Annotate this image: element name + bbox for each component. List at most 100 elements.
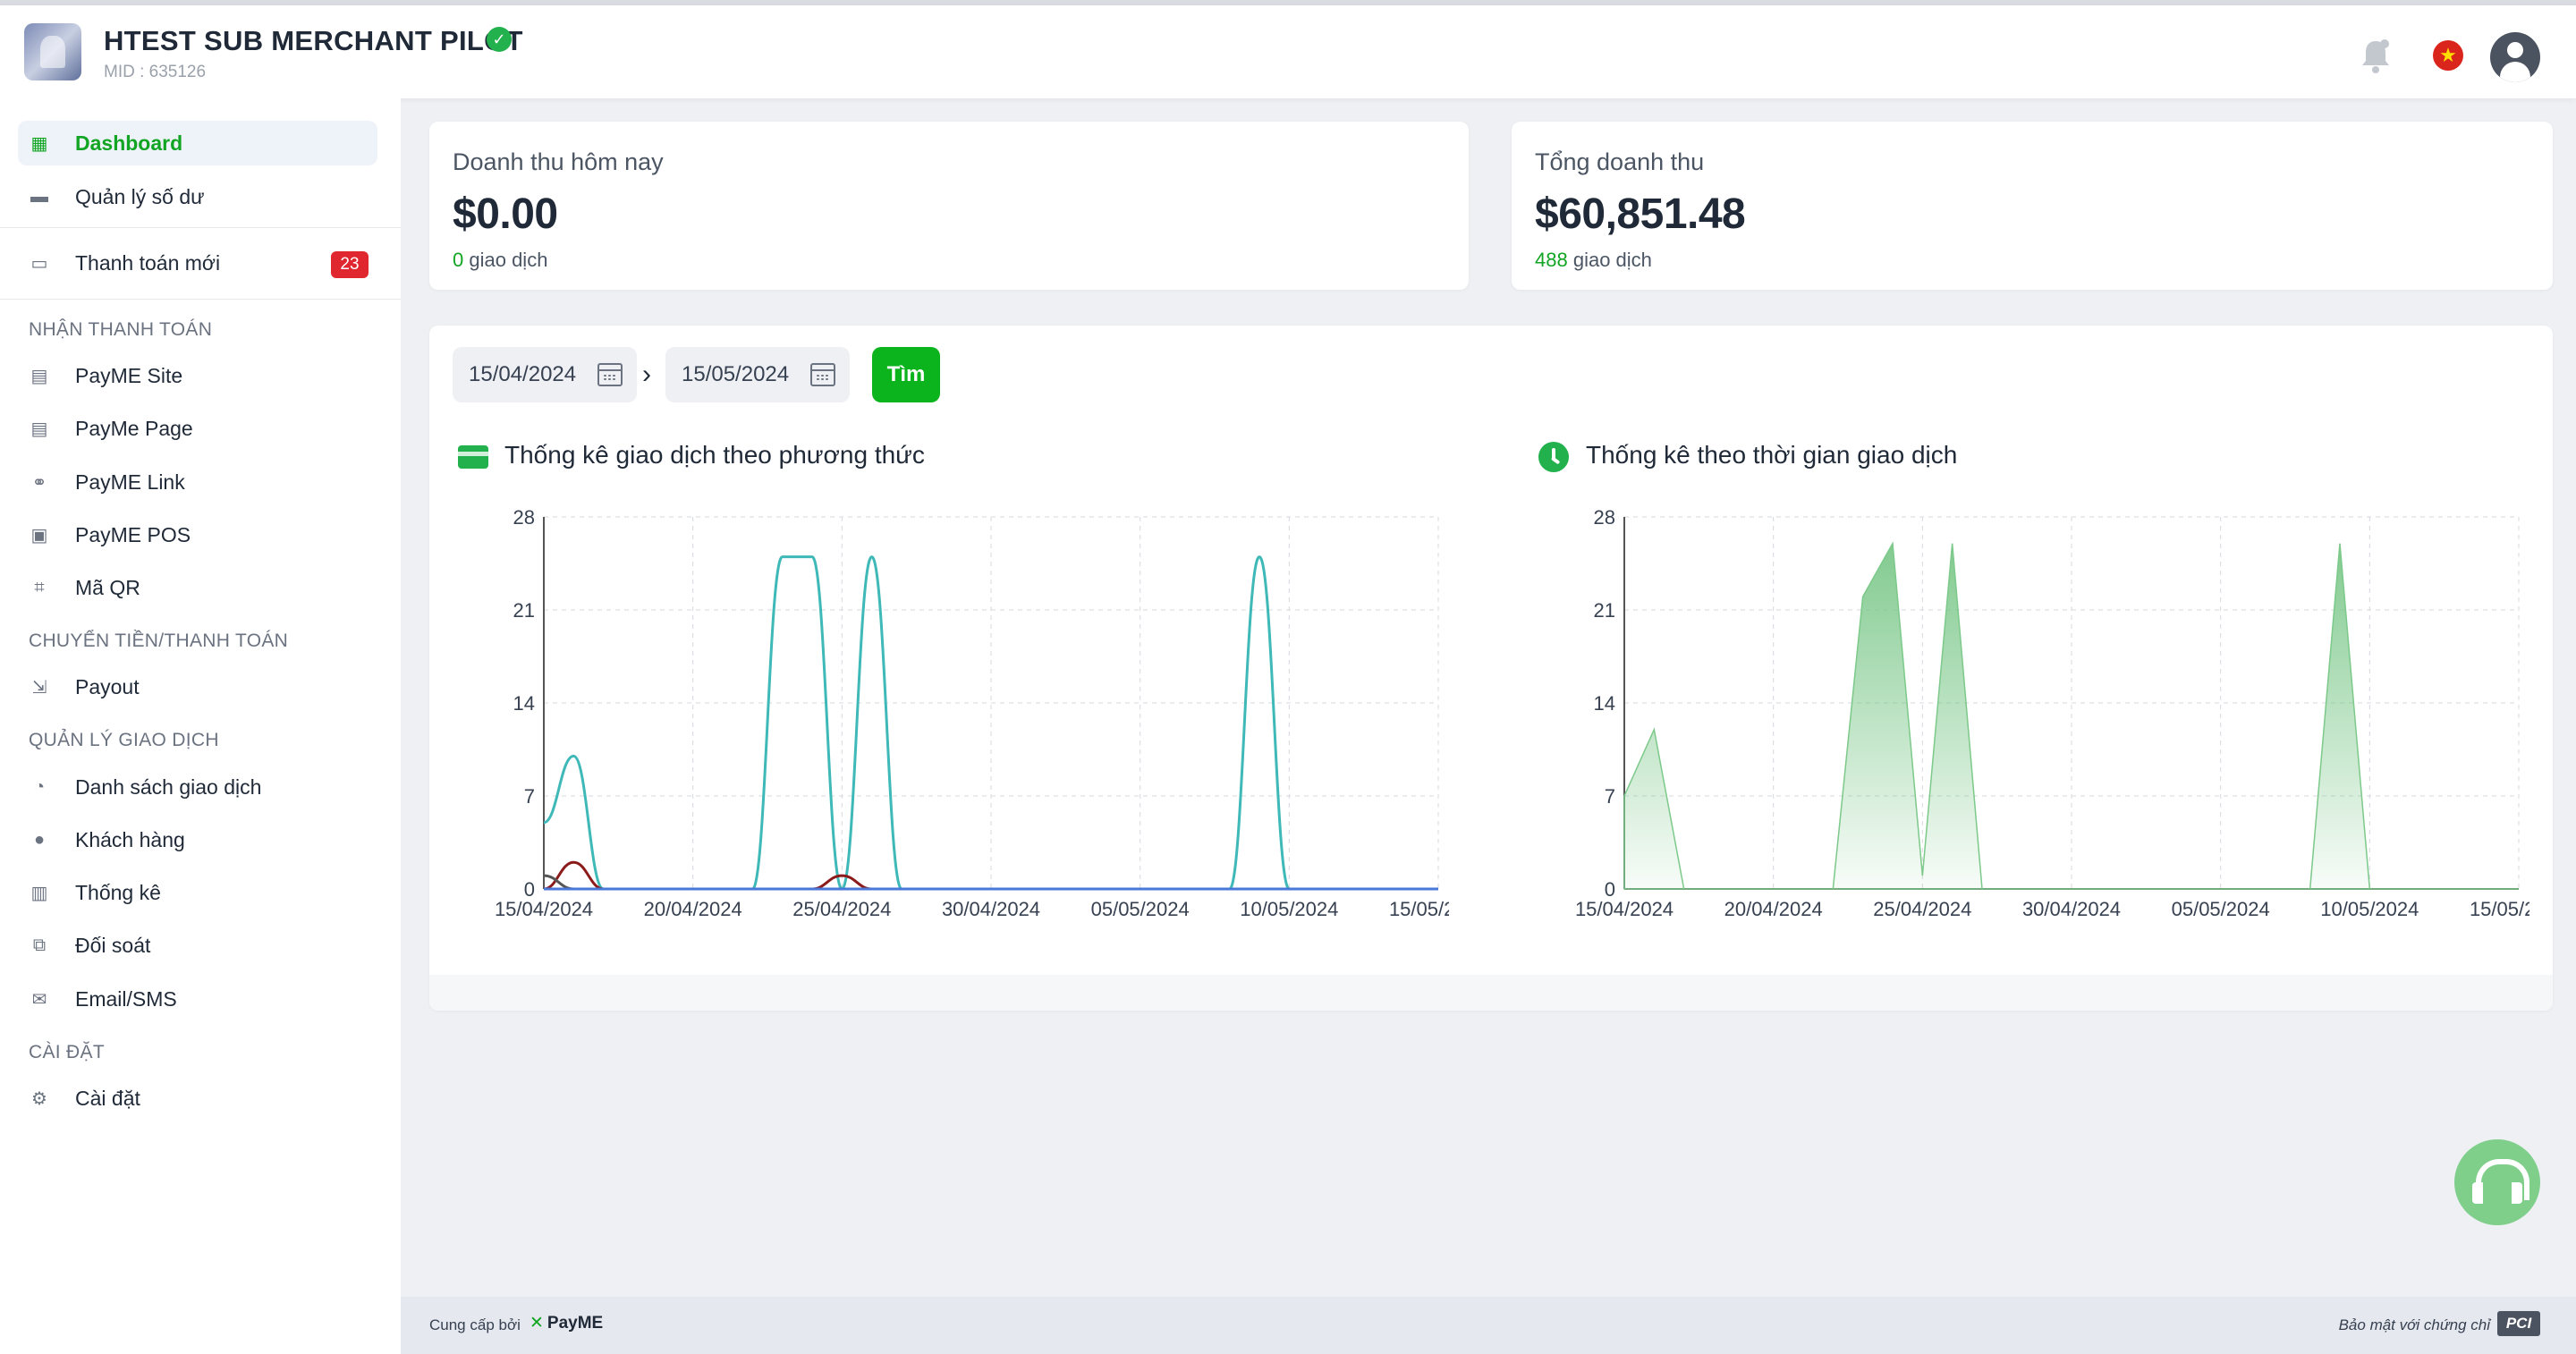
x-tick-label: 10/05/2024: [2320, 898, 2419, 920]
chart-by-method: 0 7 14 21 28 15/04/2024 20/04/2024 25/04/2024 30…: [495, 506, 1449, 920]
merchant-name: HTEST SUB MERCHANT PILOT: [104, 25, 523, 56]
sidebar-item-qr[interactable]: ⌗ Mã QR: [18, 565, 377, 610]
sidebar-item-payme-page[interactable]: ▤ PayMe Page: [18, 406, 377, 451]
sidebar-item-balance[interactable]: ▬ Quản lý số dư: [18, 174, 377, 219]
sidebar-item-label: Khách hàng: [75, 827, 185, 851]
x-tick-label: 10/05/2024: [1240, 898, 1338, 920]
count-suffix: giao dịch: [463, 249, 548, 271]
section-title-transactions: QUẢN LÝ GIAO DỊCH: [29, 730, 219, 750]
sidebar-item-payme-pos[interactable]: ▣ PayME POS: [18, 512, 377, 557]
notification-badge: 23: [331, 251, 369, 278]
top-border: [0, 0, 2576, 5]
wallet-icon: ▬: [30, 186, 48, 207]
date-to-value: 15/05/2024: [682, 362, 790, 386]
clock-icon: [1538, 442, 1569, 472]
y-tick-label: 28: [513, 506, 535, 529]
total-revenue-card: Tổng doanh thu $60,851.48 488 giao dịch: [1512, 122, 2553, 290]
document-icon: ▤: [30, 366, 48, 386]
calendar-icon[interactable]: [810, 363, 835, 386]
y-tick-label: 21: [513, 599, 535, 622]
sidebar-item-label: Mã QR: [75, 575, 140, 599]
calendar-icon[interactable]: [597, 363, 623, 386]
bell-icon[interactable]: [2358, 36, 2394, 75]
count-suffix: giao dịch: [1567, 249, 1652, 271]
sidebar-item-label: Thanh toán mới: [75, 250, 221, 275]
today-transaction-count: 0 giao dịch: [453, 249, 547, 272]
sidebar-item-label: PayME POS: [75, 522, 191, 546]
email-icon: ✉: [31, 989, 47, 1010]
sidebar-item-label: Đối soát: [75, 933, 151, 957]
date-to-field[interactable]: 15/05/2024: [665, 347, 850, 402]
verified-icon: ✓: [487, 27, 512, 52]
y-tick-label: 28: [1594, 506, 1615, 529]
x-tick-label: 15/05/2024: [1389, 898, 1449, 920]
statistics-card: [429, 326, 2553, 1011]
x-tick-label: 30/04/2024: [942, 898, 1040, 920]
section-title-settings: CÀI ĐẶT: [29, 1042, 105, 1062]
new-payment-icon: ▭: [30, 253, 48, 274]
x-tick-label: 20/04/2024: [1724, 898, 1823, 920]
sidebar-item-reconcile[interactable]: ⧉ Đối soát: [18, 923, 377, 968]
sidebar-item-label: PayMe Page: [75, 416, 193, 440]
pci-security-text: Bảo mật với chứng chỉ: [2338, 1316, 2490, 1333]
sidebar-item-transaction-list[interactable]: ◔ Danh sách giao dịch: [18, 765, 377, 809]
user-profile-icon[interactable]: [2490, 32, 2540, 82]
statistics-card-footer: [429, 975, 2553, 1011]
count-value: 488: [1535, 249, 1568, 271]
x-tick-label: 20/04/2024: [644, 898, 742, 920]
support-headset-button[interactable]: [2454, 1139, 2540, 1225]
x-tick-label: 15/04/2024: [495, 898, 593, 920]
y-tick-label: 0: [524, 878, 535, 901]
section-title-receive: NHẬN THANH TOÁN: [29, 319, 213, 340]
sidebar-item-customers[interactable]: ● Khách hàng: [18, 817, 377, 862]
y-tick-label: 21: [1594, 599, 1615, 622]
divider: [0, 299, 401, 300]
total-revenue-amount: $60,851.48: [1535, 190, 1746, 238]
sidebar-item-statistics[interactable]: ▥ Thống kê: [18, 870, 377, 915]
search-button[interactable]: Tìm: [872, 347, 940, 402]
merchant-avatar[interactable]: [24, 23, 81, 80]
divider: [0, 227, 401, 228]
pci-logo: PCI: [2497, 1311, 2540, 1336]
gear-icon: ⚙: [31, 1088, 47, 1109]
sidebar-item-label: Danh sách giao dịch: [75, 774, 262, 799]
sidebar-item-label: Payout: [75, 674, 140, 698]
sidebar-item-new-payment[interactable]: ▭ Thanh toán mới 23: [18, 241, 377, 285]
sidebar-item-label: Cài đặt: [75, 1086, 140, 1110]
chart-title-by-time: Thống kê theo thời gian giao dịch: [1586, 441, 1958, 469]
x-tick-label: 05/05/2024: [1091, 898, 1190, 920]
payme-brand-text: PayME: [547, 1314, 604, 1333]
y-tick-label: 7: [1605, 785, 1615, 808]
vietnam-flag-icon[interactable]: ★: [2433, 40, 2463, 71]
sidebar-item-label: Thống kê: [75, 880, 161, 904]
sidebar-item-payme-site[interactable]: ▤ PayME Site: [18, 353, 377, 398]
qr-icon: ⌗: [34, 577, 45, 597]
chart-title-by-method: Thống kê giao dịch theo phương thức: [504, 441, 925, 469]
history-icon: ◔: [33, 776, 46, 797]
credit-card-icon: [458, 445, 488, 469]
sidebar-item-label: Email/SMS: [75, 986, 177, 1011]
link-icon: ⚭: [31, 472, 47, 493]
y-tick-label: 14: [1594, 692, 1615, 715]
top-bar: HTEST SUB MERCHANT PILOT ✓ MID : 635126 …: [0, 5, 2576, 98]
sidebar-item-label: Quản lý số dư: [75, 184, 205, 208]
y-tick-label: 7: [524, 785, 535, 808]
x-tick-label: 05/05/2024: [2172, 898, 2270, 920]
total-revenue-title: Tổng doanh thu: [1535, 148, 1705, 175]
sidebar-item-dashboard[interactable]: ▦ Dashboard: [18, 121, 377, 165]
pos-icon: ▣: [30, 525, 48, 546]
total-transaction-count: 488 giao dịch: [1535, 249, 1652, 272]
chevron-right-icon: ›: [642, 360, 651, 389]
y-tick-label: 0: [1605, 878, 1615, 901]
date-from-value: 15/04/2024: [469, 362, 577, 386]
page-icon: ▤: [30, 419, 48, 439]
payme-logo: ✕ PayME: [530, 1314, 604, 1333]
reconcile-icon: ⧉: [32, 935, 47, 955]
sidebar-item-payout[interactable]: ⇲ Payout: [18, 664, 377, 709]
x-tick-label: 30/04/2024: [2022, 898, 2121, 920]
today-revenue-title: Doanh thu hôm nay: [453, 148, 664, 175]
sidebar-item-email-sms[interactable]: ✉ Email/SMS: [18, 977, 377, 1021]
date-from-field[interactable]: 15/04/2024: [453, 347, 637, 402]
sidebar-item-settings[interactable]: ⚙ Cài đặt: [18, 1076, 377, 1121]
sidebar-item-payme-link[interactable]: ⚭ PayME Link: [18, 460, 377, 504]
